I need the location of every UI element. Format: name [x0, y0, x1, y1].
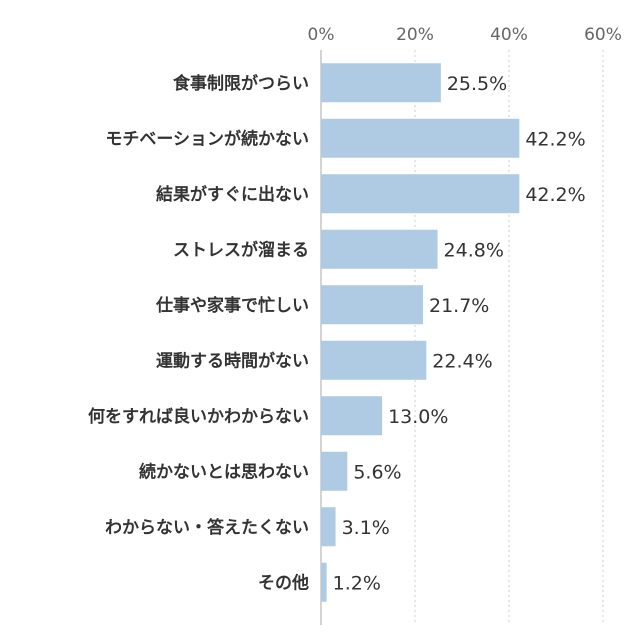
bar: [321, 174, 520, 214]
bar: [321, 63, 441, 103]
bar: [321, 507, 336, 547]
value-label: 42.2%: [525, 128, 585, 150]
bar: [321, 229, 438, 269]
value-label: 13.0%: [388, 406, 448, 428]
category-label: わからない・答えたくない: [105, 517, 309, 538]
category-label: ストレスが溜まる: [173, 239, 309, 260]
bar: [321, 562, 327, 602]
value-label: 1.2%: [333, 572, 381, 594]
value-label: 22.4%: [432, 350, 492, 372]
category-label: モチベーションが続かない: [105, 128, 309, 149]
bar: [321, 118, 520, 158]
value-label: 42.2%: [525, 184, 585, 206]
category-label: その他: [258, 572, 309, 593]
value-label: 25.5%: [447, 73, 507, 95]
category-label: 食事制限がつらい: [173, 73, 309, 94]
x-tick-label: 20%: [396, 25, 434, 45]
category-label: 何をすれば良いかわからない: [88, 406, 309, 427]
x-tick-label: 40%: [490, 25, 528, 45]
value-label: 24.8%: [444, 239, 504, 261]
bar: [321, 340, 427, 380]
value-label: 5.6%: [353, 461, 401, 483]
value-label: 21.7%: [429, 295, 489, 317]
x-tick-label: 60%: [584, 25, 622, 45]
category-label: 結果がすぐに出ない: [156, 184, 309, 205]
value-label: 3.1%: [342, 517, 390, 539]
category-label: 仕事や家事で忙しい: [155, 295, 309, 316]
category-label: 続かないとは思わない: [139, 461, 309, 482]
category-label: 運動する時間がない: [156, 350, 309, 371]
bar: [321, 396, 383, 436]
bar: [321, 451, 348, 491]
x-tick-label: 0%: [308, 25, 335, 45]
bar: [321, 285, 423, 325]
